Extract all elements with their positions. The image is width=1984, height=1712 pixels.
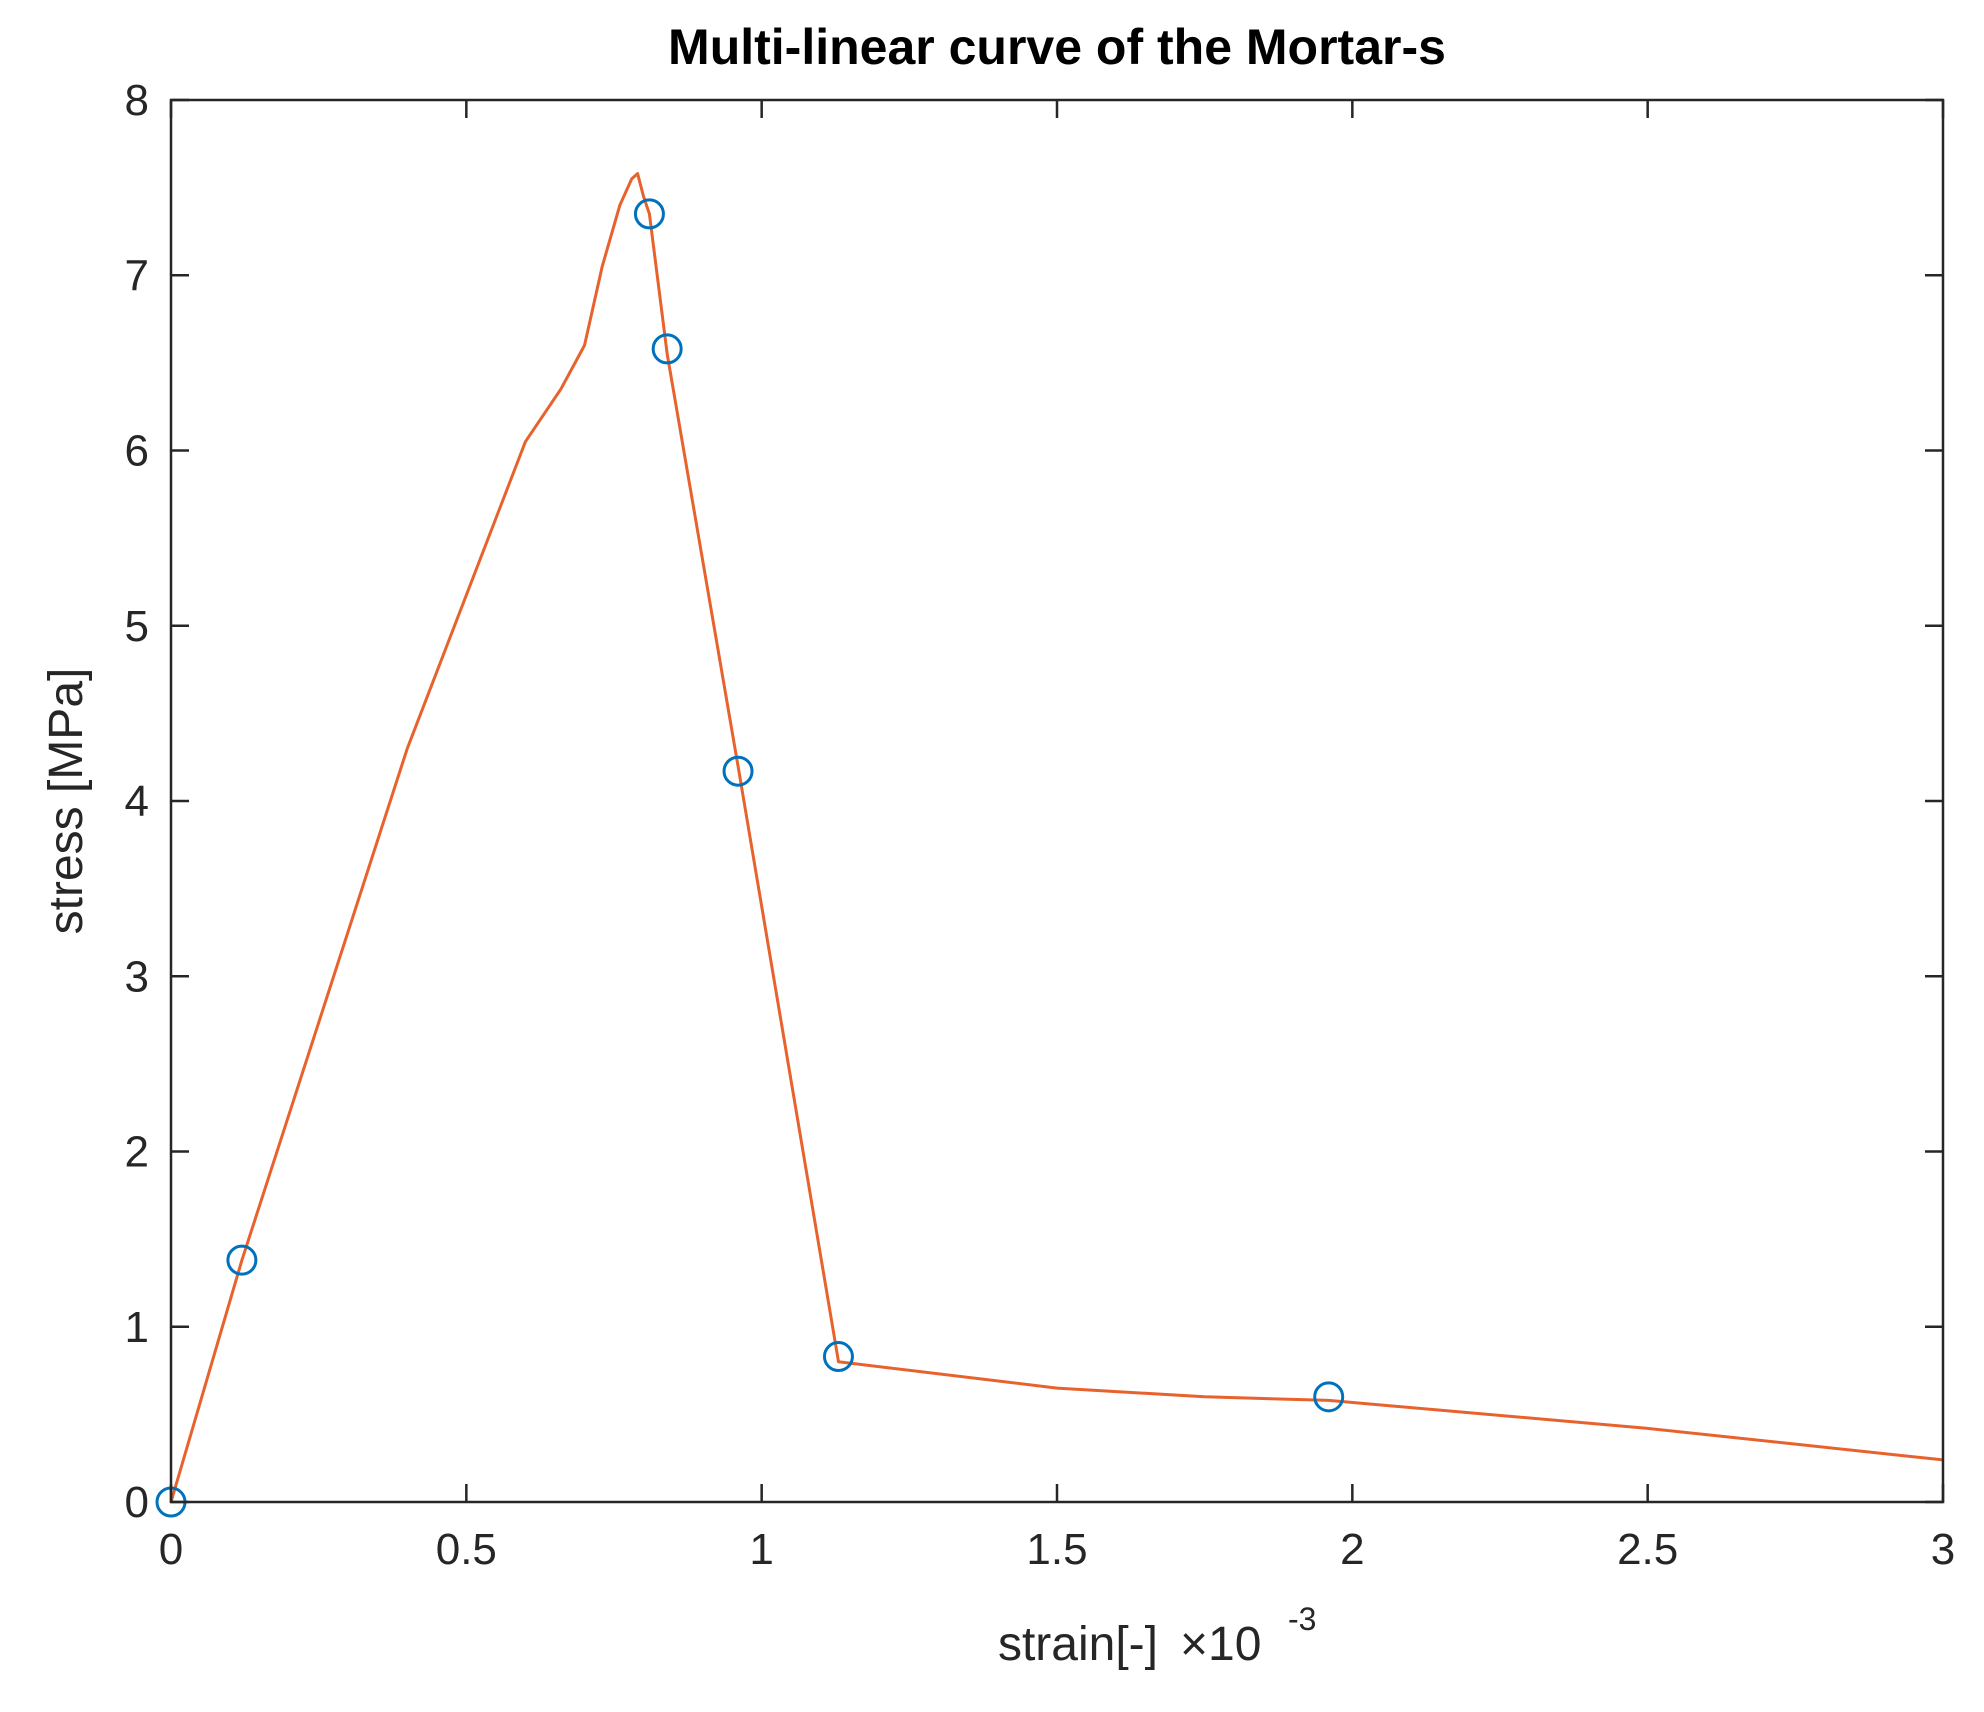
data-point-marker	[1313, 1381, 1345, 1413]
x-tick-label: 3	[1931, 1525, 1955, 1574]
x-axis-ticks: 0 0.5 1 1.5 2 2.5 3	[159, 100, 1955, 1574]
x-axis-multiplier: ×10	[1180, 1618, 1261, 1671]
x-axis-multiplier-exponent: -3	[1288, 1601, 1316, 1637]
y-tick-label: 4	[125, 777, 149, 826]
x-tick-label: 2.5	[1617, 1525, 1678, 1574]
chart-title: Multi-linear curve of the Mortar-s	[668, 19, 1446, 75]
x-tick-label: 0	[159, 1525, 183, 1574]
x-tick-label: 0.5	[436, 1525, 497, 1574]
y-tick-label: 5	[125, 602, 149, 651]
y-tick-label: 6	[125, 427, 149, 476]
data-point-marker	[722, 755, 754, 787]
data-point-marker	[651, 333, 683, 365]
data-point-marker	[226, 1244, 258, 1276]
y-axis-ticks: 0 1 2 3 4 5 6 7 8	[125, 76, 1943, 1527]
y-axis-label: stress [MPa]	[40, 668, 93, 935]
y-tick-label: 3	[125, 952, 149, 1001]
x-tick-label: 1	[749, 1525, 773, 1574]
x-tick-label: 1.5	[1026, 1525, 1087, 1574]
data-point-marker	[633, 198, 665, 230]
y-tick-label: 0	[125, 1478, 149, 1527]
y-tick-label: 1	[125, 1303, 149, 1352]
y-tick-label: 8	[125, 76, 149, 125]
curve-line	[169, 172, 1944, 1503]
y-tick-label: 2	[125, 1128, 149, 1177]
plot-background	[171, 100, 1943, 1502]
y-tick-label: 7	[125, 251, 149, 300]
series-layer	[155, 172, 1944, 1518]
data-point-marker	[822, 1341, 854, 1373]
x-axis-label: strain[-]	[998, 1618, 1158, 1671]
x-tick-label: 2	[1340, 1525, 1364, 1574]
